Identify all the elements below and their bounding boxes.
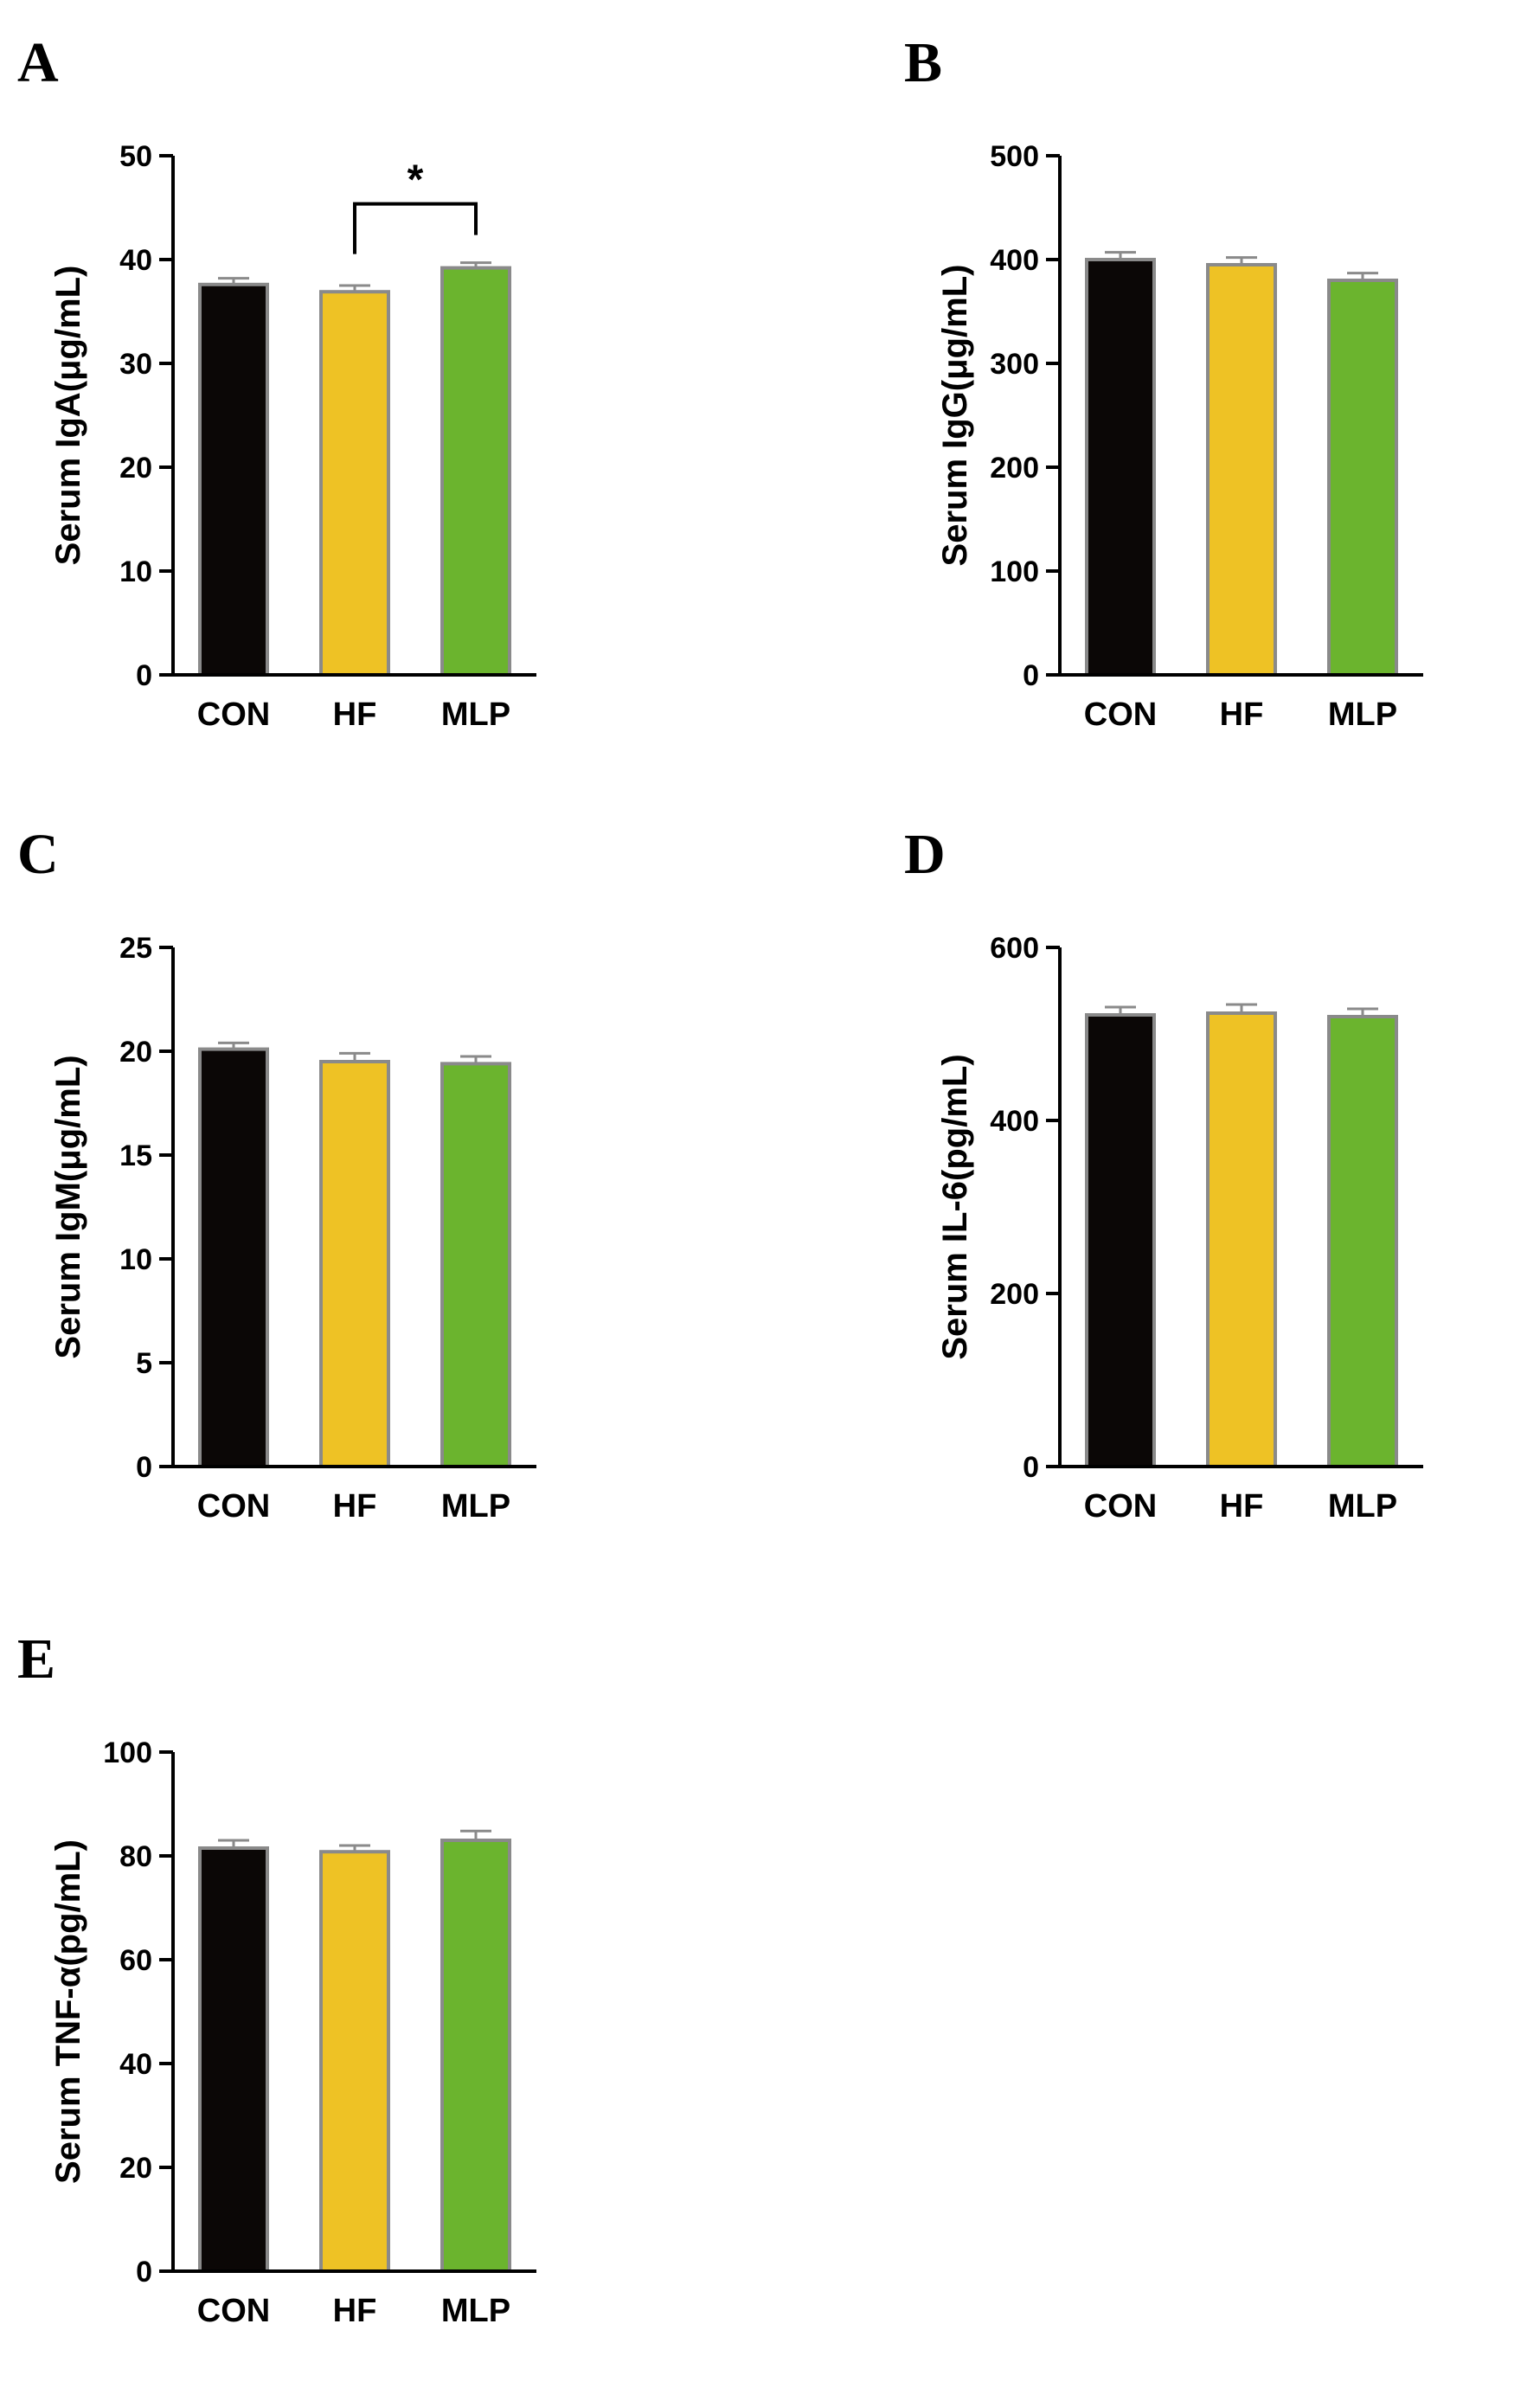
bar-mlp bbox=[440, 1062, 511, 1468]
y-tick-label: 100 bbox=[103, 1736, 152, 1769]
x-tick-label-hf: HF bbox=[1220, 696, 1264, 733]
y-tick-label: 0 bbox=[1023, 659, 1039, 692]
y-tick-label: 0 bbox=[136, 1451, 152, 1484]
y-tick-label: 0 bbox=[1023, 1451, 1039, 1484]
x-tick-label-hf: HF bbox=[333, 1488, 377, 1525]
panel-letter-a: A bbox=[17, 31, 59, 94]
y-tick-label: 200 bbox=[990, 452, 1039, 485]
x-tick-label-hf: HF bbox=[1220, 1488, 1264, 1525]
y-tick-label: 0 bbox=[136, 2256, 152, 2288]
y-tick-label: 80 bbox=[119, 1840, 152, 1873]
chart-e: Serum TNF-α(pg/mL) CON HF MLP 0 20 40 60 80 100 bbox=[49, 1736, 536, 2329]
y-tick-label: 30 bbox=[119, 348, 152, 381]
y-tick-label: 15 bbox=[119, 1139, 152, 1172]
bar-con bbox=[1085, 1013, 1156, 1468]
y-tick-label: 300 bbox=[990, 348, 1039, 381]
x-tick-label-mlp: MLP bbox=[441, 2293, 510, 2329]
y-tick-label: 100 bbox=[990, 555, 1039, 588]
panel-letter-c: C bbox=[17, 823, 59, 886]
y-axis-label: Serum TNF-α(pg/mL) bbox=[49, 1839, 87, 2184]
panel-e: E Serum TNF-α(pg/mL) CON HF MLP 0 20 40 60 80 100 bbox=[17, 1627, 571, 2388]
panel-b: B Serum IgG(μg/mL) CON HF MLP 0 100 200 300 400 5… bbox=[904, 30, 1458, 792]
bar-mlp bbox=[440, 266, 511, 677]
x-tick-label-mlp: MLP bbox=[1328, 696, 1397, 733]
significance-label: * bbox=[407, 157, 424, 203]
x-tick-label-con: CON bbox=[197, 1488, 270, 1525]
panel-letter-b: B bbox=[904, 31, 943, 94]
bar-con bbox=[198, 282, 269, 677]
bar-hf bbox=[319, 1060, 390, 1468]
y-tick-label: 40 bbox=[119, 2048, 152, 2081]
bar-hf bbox=[1206, 1011, 1277, 1468]
bar-mlp bbox=[1327, 1015, 1398, 1468]
y-axis-label: Serum IgA(μg/mL) bbox=[49, 266, 87, 566]
y-tick-label: 10 bbox=[119, 1243, 152, 1276]
y-tick-label: 10 bbox=[119, 555, 152, 588]
chart-c: Serum IgM(μg/mL) CON HF MLP 0 5 10 15 20 25 bbox=[49, 932, 536, 1525]
bar-con bbox=[198, 1846, 269, 2273]
y-tick-label: 400 bbox=[990, 1105, 1039, 1138]
y-tick-label: 60 bbox=[119, 1944, 152, 1977]
y-tick-label: 20 bbox=[119, 2152, 152, 2185]
panel-letter-d: D bbox=[904, 823, 946, 886]
bar-mlp bbox=[1327, 279, 1398, 677]
bar-mlp bbox=[440, 1839, 511, 2273]
chart-b: Serum IgG(μg/mL) CON HF MLP 0 100 200 300 400 500 bbox=[936, 140, 1423, 733]
y-tick-label: 50 bbox=[119, 140, 152, 173]
x-tick-label-con: CON bbox=[1084, 696, 1157, 733]
y-axis-label: Serum IL-6(pg/mL) bbox=[936, 1054, 974, 1359]
y-tick-label: 40 bbox=[119, 244, 152, 277]
y-tick-label: 500 bbox=[990, 140, 1039, 173]
y-tick-label: 400 bbox=[990, 244, 1039, 277]
x-tick-label-mlp: MLP bbox=[441, 696, 510, 733]
y-axis-label: Serum IgM(μg/mL) bbox=[49, 1055, 87, 1358]
bar-con bbox=[198, 1047, 269, 1468]
y-tick-label: 20 bbox=[119, 1036, 152, 1069]
bar-hf bbox=[319, 1850, 390, 2273]
bar-hf bbox=[319, 290, 390, 677]
y-tick-label: 200 bbox=[990, 1278, 1039, 1311]
x-tick-label-hf: HF bbox=[333, 2293, 377, 2329]
x-tick-label-hf: HF bbox=[333, 696, 377, 733]
panel-d: D Serum IL-6(pg/mL) CON HF MLP 0 200 400 600 bbox=[904, 822, 1458, 1583]
y-tick-label: 5 bbox=[136, 1347, 152, 1380]
bar-con bbox=[1085, 258, 1156, 677]
y-tick-label: 25 bbox=[119, 932, 152, 965]
y-axis-label: Serum IgG(μg/mL) bbox=[936, 265, 974, 567]
x-tick-label-con: CON bbox=[1084, 1488, 1157, 1525]
chart-a: Serum IgA(μg/mL) CON HF MLP 0 10 20 30 40 50 * bbox=[49, 140, 536, 733]
y-tick-label: 600 bbox=[990, 932, 1039, 965]
x-tick-label-con: CON bbox=[197, 696, 270, 733]
x-tick-label-mlp: MLP bbox=[1328, 1488, 1397, 1525]
panel-c: C Serum IgM(μg/mL) CON HF MLP 0 5 10 15 20 25 bbox=[17, 822, 571, 1583]
x-tick-label-mlp: MLP bbox=[441, 1488, 510, 1525]
chart-d: Serum IL-6(pg/mL) CON HF MLP 0 200 400 600 bbox=[936, 932, 1423, 1525]
y-tick-label: 20 bbox=[119, 452, 152, 485]
significance-bracket bbox=[353, 202, 478, 254]
panel-letter-e: E bbox=[17, 1627, 56, 1691]
y-tick-label: 0 bbox=[136, 659, 152, 692]
bar-hf bbox=[1206, 263, 1277, 677]
x-tick-label-con: CON bbox=[197, 2293, 270, 2329]
panel-a: A Serum IgA(μg/mL) CON HF MLP 0 10 20 30 40 50 * bbox=[17, 30, 571, 792]
